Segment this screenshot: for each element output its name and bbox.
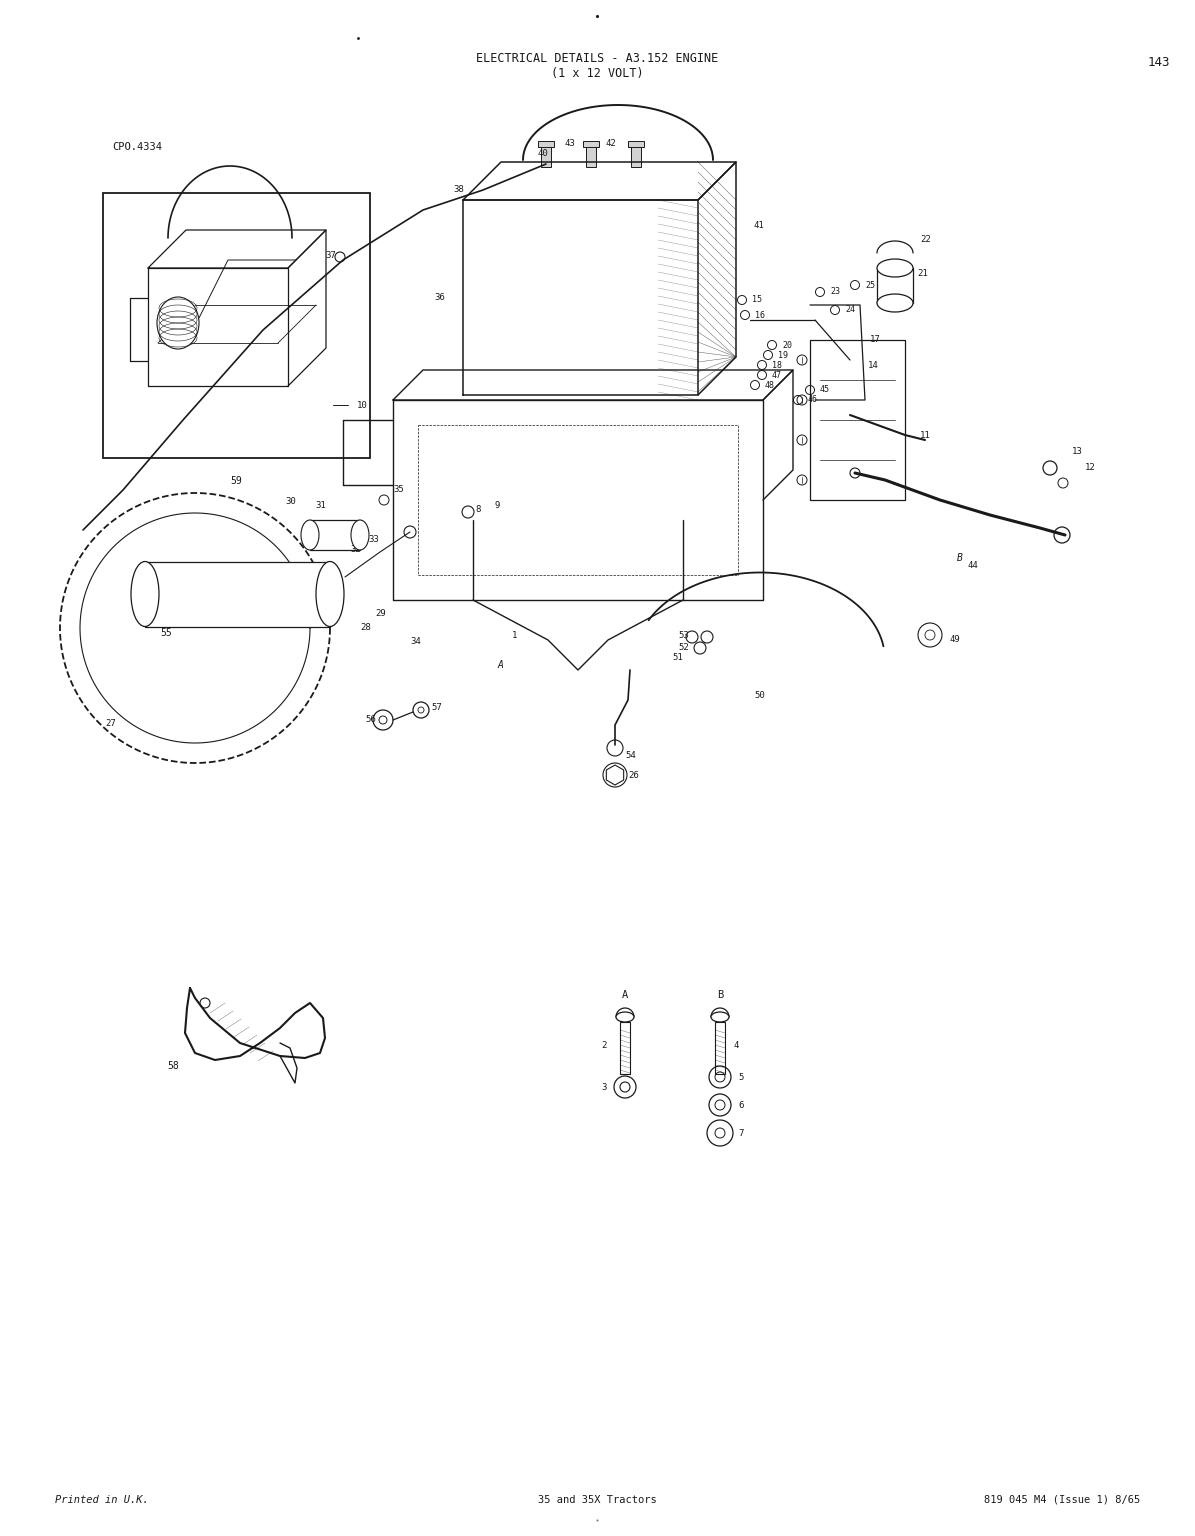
Bar: [620, 1021, 630, 1074]
Text: (1 x 12 VOLT): (1 x 12 VOLT): [551, 68, 643, 80]
Text: 51: 51: [672, 653, 682, 662]
Text: B: B: [717, 991, 723, 1000]
Ellipse shape: [877, 293, 913, 312]
Text: 54: 54: [625, 751, 636, 759]
Text: 49: 49: [950, 636, 961, 645]
Text: 47: 47: [772, 370, 782, 379]
Text: 52: 52: [678, 642, 688, 651]
Text: 12: 12: [1085, 464, 1096, 473]
Text: 819 045 M4 (Issue 1) 8/65: 819 045 M4 (Issue 1) 8/65: [983, 1495, 1140, 1505]
Text: 20: 20: [782, 341, 792, 350]
Text: 59: 59: [231, 476, 241, 485]
Text: 32: 32: [350, 545, 361, 554]
Text: 13: 13: [1072, 447, 1083, 456]
Ellipse shape: [157, 296, 200, 349]
Text: 24: 24: [845, 306, 854, 315]
Ellipse shape: [301, 521, 319, 550]
Ellipse shape: [877, 260, 913, 276]
Text: 19: 19: [778, 350, 788, 359]
Bar: [538, 141, 554, 147]
Text: 8: 8: [474, 505, 480, 515]
Text: 48: 48: [765, 381, 776, 390]
Text: 44: 44: [968, 561, 979, 570]
Text: 18: 18: [772, 361, 782, 370]
Text: 50: 50: [754, 691, 765, 699]
Text: 57: 57: [431, 703, 442, 713]
Ellipse shape: [615, 1012, 635, 1021]
Text: ELECTRICAL DETAILS - A3.152 ENGINE: ELECTRICAL DETAILS - A3.152 ENGINE: [476, 52, 718, 65]
Text: 7: 7: [739, 1129, 743, 1138]
Text: 11: 11: [920, 430, 931, 439]
Bar: [586, 144, 596, 167]
Text: 55: 55: [160, 628, 172, 637]
Text: 23: 23: [831, 287, 840, 296]
Bar: [145, 562, 330, 627]
Text: 58: 58: [167, 1061, 179, 1071]
Bar: [103, 194, 370, 458]
Bar: [629, 141, 644, 147]
Text: Printed in U.K.: Printed in U.K.: [55, 1495, 148, 1505]
Text: 37: 37: [325, 250, 336, 260]
Ellipse shape: [131, 562, 159, 627]
Text: 1: 1: [511, 630, 517, 639]
Text: 53: 53: [678, 630, 688, 639]
Text: 56: 56: [364, 716, 375, 725]
Text: 35: 35: [393, 485, 404, 495]
Text: 22: 22: [920, 235, 931, 244]
Text: 10: 10: [357, 401, 368, 410]
Text: CPO.4334: CPO.4334: [112, 141, 163, 152]
Text: 38: 38: [453, 186, 464, 195]
Text: 14: 14: [868, 361, 878, 370]
Ellipse shape: [315, 562, 344, 627]
Bar: [583, 141, 599, 147]
Text: 6: 6: [739, 1100, 743, 1109]
Text: 31: 31: [315, 501, 326, 510]
Text: 15: 15: [752, 295, 762, 304]
Text: 40: 40: [538, 149, 549, 158]
Bar: [631, 144, 641, 167]
Text: 28: 28: [360, 622, 370, 631]
Text: 33: 33: [368, 536, 379, 544]
Text: A: A: [621, 991, 629, 1000]
Text: 21: 21: [917, 269, 927, 278]
Text: 25: 25: [865, 281, 875, 289]
Text: 16: 16: [755, 310, 765, 319]
Text: 26: 26: [629, 771, 639, 779]
Text: 143: 143: [1148, 55, 1170, 69]
Text: 27: 27: [105, 719, 116, 728]
Text: 9: 9: [495, 501, 501, 510]
Text: 2: 2: [601, 1040, 607, 1049]
Text: 30: 30: [284, 498, 295, 507]
Bar: [541, 144, 551, 167]
Text: 35 and 35X Tractors: 35 and 35X Tractors: [538, 1495, 656, 1505]
Text: 17: 17: [870, 335, 881, 344]
Ellipse shape: [711, 1012, 729, 1021]
Text: 46: 46: [808, 395, 819, 404]
Text: 5: 5: [739, 1072, 743, 1081]
Text: 43: 43: [565, 140, 576, 149]
Bar: [715, 1021, 725, 1074]
Text: 45: 45: [820, 386, 831, 395]
Text: B: B: [957, 553, 963, 564]
Ellipse shape: [351, 521, 369, 550]
Text: 42: 42: [606, 140, 617, 149]
Text: 4: 4: [734, 1040, 740, 1049]
Text: 41: 41: [754, 221, 765, 229]
Text: A: A: [498, 660, 504, 670]
Text: 34: 34: [410, 637, 421, 647]
Bar: [310, 521, 360, 550]
Text: 36: 36: [434, 292, 445, 301]
Text: 3: 3: [601, 1083, 607, 1092]
Text: 29: 29: [375, 610, 386, 619]
